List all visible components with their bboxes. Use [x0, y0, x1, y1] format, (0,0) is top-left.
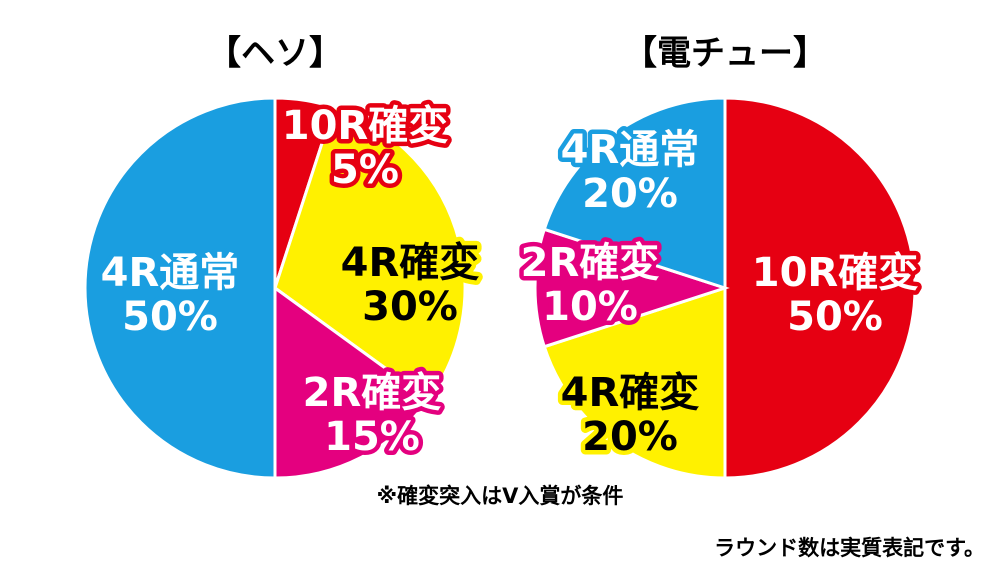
slice-value-label: 10% — [542, 284, 638, 330]
slice-value-label: 20% — [582, 414, 678, 460]
slice-value-label: 5% — [331, 147, 399, 193]
pie-slice — [542, 285, 727, 480]
pie-slice — [273, 105, 467, 402]
slice-value-label: 30% — [362, 284, 458, 330]
slice-label: 10R確変 — [752, 250, 918, 296]
chart-title: 【電チュー】 — [623, 34, 827, 74]
slice-label: 4R確変 — [561, 370, 700, 416]
slice-label: 2R確変 — [521, 240, 660, 286]
slice-value-label: 15% — [324, 414, 420, 460]
slice-value-label: 50% — [787, 294, 883, 340]
pie-slice — [273, 285, 431, 480]
pie-slice — [723, 96, 917, 480]
slice-label: 10R確変 — [282, 103, 448, 149]
slice-value-label: 50% — [122, 294, 218, 340]
pie-slice — [533, 227, 730, 349]
pie-slice — [542, 96, 727, 291]
note: ラウンド数は実質表記です。 — [714, 536, 985, 560]
slice-label: 4R確変 — [341, 240, 480, 286]
chart-title: 【ヘソ】 — [207, 34, 343, 74]
pie-slice — [83, 96, 277, 480]
slice-label: 4R通常 — [101, 250, 240, 296]
slice-label: 2R確変 — [303, 370, 442, 416]
slice-value-label: 20% — [582, 171, 678, 217]
slice-label: 4R通常 — [561, 127, 700, 173]
note: ※確変突入はV入賞が条件 — [377, 484, 624, 508]
